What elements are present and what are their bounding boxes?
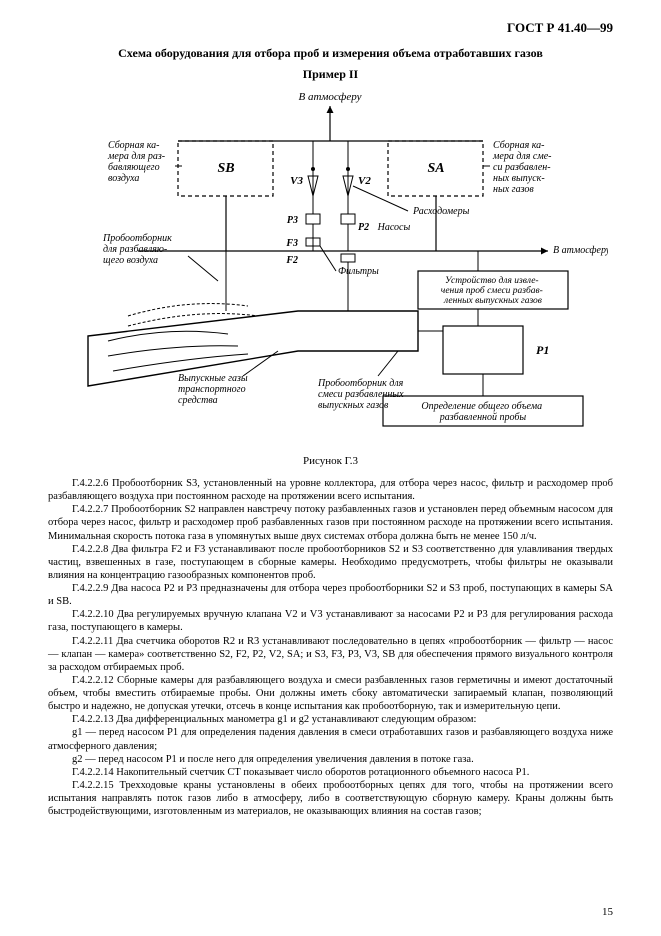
label-flowmeters: Расходомеры <box>412 206 470 217</box>
label-filters: Фильтры <box>338 266 379 277</box>
figure-title-2: Пример II <box>48 67 613 82</box>
label-atm-top: В атмосферу <box>299 91 362 103</box>
v3-flowmeter <box>308 141 318 196</box>
label-exhaust: Выпускные газы транспортного средства <box>178 373 250 406</box>
label-v3: V3 <box>290 175 303 187</box>
label-sampler-mix: Пробоотборник для смеси разбавленных вып… <box>317 378 406 411</box>
body-text: Г.4.2.2.6 Пробоотборник S3, установленны… <box>48 477 613 818</box>
figure-title-1: Схема оборудования для отбора проб и изм… <box>48 46 613 61</box>
label-left-chamber: Сборная ка- мера для раз- бавляющего воз… <box>107 140 168 184</box>
doc-code: ГОСТ Р 41.40—99 <box>48 20 613 36</box>
para-9: g1 — перед насосом Р1 для определения па… <box>48 726 613 752</box>
label-sampler-air: Пробоотборник для разбавляю- щего воздух… <box>102 233 174 266</box>
para-3: Г.4.2.2.8 Два фильтра F2 и F3 устанавлив… <box>48 543 613 582</box>
para-4: Г.4.2.2.9 Два насоса Р2 и Р3 предназначе… <box>48 582 613 608</box>
figure-caption: Рисунок Г.3 <box>48 455 613 467</box>
para-5: Г.4.2.2.10 Два регулируемых вручную клап… <box>48 608 613 634</box>
para-8: Г.4.2.2.13 Два дифференциальных манометр… <box>48 713 613 726</box>
label-atm-right: В атмосферу <box>553 245 608 256</box>
para-12: Г.4.2.2.15 Трехходовые краны установлены… <box>48 779 613 818</box>
label-p3: P3 <box>287 215 298 226</box>
para-6: Г.4.2.2.11 Два счетчика оборотов R2 и R3… <box>48 635 613 674</box>
label-f2: F2 <box>285 255 298 266</box>
diagram-svg: В атмосферу SB Сборная ка- мера для раз-… <box>48 86 608 446</box>
para-2: Г.4.2.2.7 Пробоотборник S2 направлен нав… <box>48 503 613 542</box>
para-11: Г.4.2.2.14 Накопительный счетчик СТ пока… <box>48 766 613 779</box>
diagram: В атмосферу SB Сборная ка- мера для раз-… <box>48 86 613 451</box>
v2-flowmeter <box>343 141 353 196</box>
label-sa: SA <box>427 161 444 176</box>
label-f3: F3 <box>285 238 298 249</box>
label-sb: SB <box>217 161 234 176</box>
label-mixer: Устройство для извле- чения проб смеси р… <box>441 275 545 306</box>
label-v2: V2 <box>358 175 371 187</box>
page-number: 15 <box>602 906 613 918</box>
label-p1: P1 <box>536 343 549 357</box>
label-total-vol: Определение общего объема разбавленной п… <box>421 401 544 423</box>
page: ГОСТ Р 41.40—99 Схема оборудования для о… <box>0 0 661 936</box>
para-7: Г.4.2.2.12 Сборные камеры для разбавляющ… <box>48 674 613 713</box>
para-1: Г.4.2.2.6 Пробоотборник S3, установленны… <box>48 477 613 503</box>
label-pumps: P2 Насосы <box>358 222 410 233</box>
label-right-chamber: Сборная ка- мера для сме- си разбавлен- … <box>492 140 554 195</box>
para-10: g2 — перед насосом Р1 и после него для о… <box>48 753 613 766</box>
